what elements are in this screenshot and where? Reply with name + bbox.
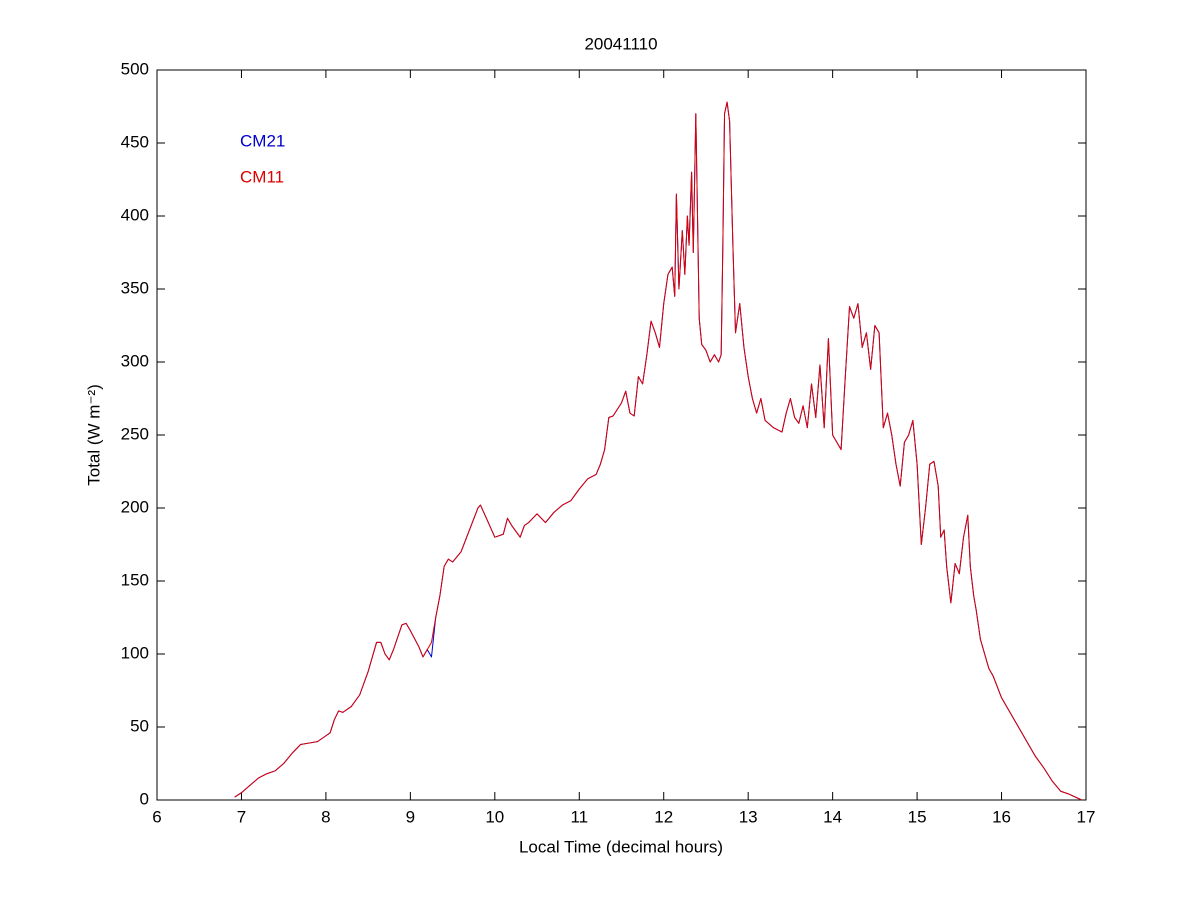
y-tick-label: 300 bbox=[121, 351, 149, 370]
chart-title: 20041110 bbox=[584, 34, 657, 53]
legend-entry: CM21 bbox=[240, 131, 285, 150]
x-tick-label: 7 bbox=[237, 807, 246, 826]
y-tick-label: 150 bbox=[121, 570, 149, 589]
x-axis-label: Local Time (decimal hours) bbox=[519, 837, 723, 856]
y-tick-label: 0 bbox=[140, 789, 149, 808]
x-tick-label: 14 bbox=[823, 807, 842, 826]
x-tick-label: 17 bbox=[1077, 807, 1096, 826]
y-tick-label: 350 bbox=[121, 278, 149, 297]
x-tick-label: 10 bbox=[485, 807, 504, 826]
x-tick-label: 13 bbox=[739, 807, 758, 826]
y-tick-label: 450 bbox=[121, 132, 149, 151]
y-tick-label: 100 bbox=[121, 643, 149, 662]
x-tick-label: 16 bbox=[992, 807, 1011, 826]
y-tick-label: 400 bbox=[121, 205, 149, 224]
x-tick-label: 11 bbox=[570, 807, 588, 826]
x-tick-label: 8 bbox=[321, 807, 330, 826]
y-axis-label: Total (W m⁻²) bbox=[84, 384, 103, 486]
legend-entry: CM11 bbox=[240, 167, 284, 186]
x-tick-label: 15 bbox=[908, 807, 927, 826]
x-tick-label: 9 bbox=[406, 807, 415, 826]
series-line bbox=[234, 101, 1082, 801]
plot-frame bbox=[156, 69, 1087, 801]
y-tick-label: 200 bbox=[121, 497, 149, 516]
x-tick-label: 12 bbox=[654, 807, 673, 826]
y-tick-label: 50 bbox=[130, 716, 149, 735]
y-tick-label: 250 bbox=[121, 424, 149, 443]
x-tick-label: 6 bbox=[152, 807, 161, 826]
y-tick-label: 500 bbox=[121, 59, 149, 78]
